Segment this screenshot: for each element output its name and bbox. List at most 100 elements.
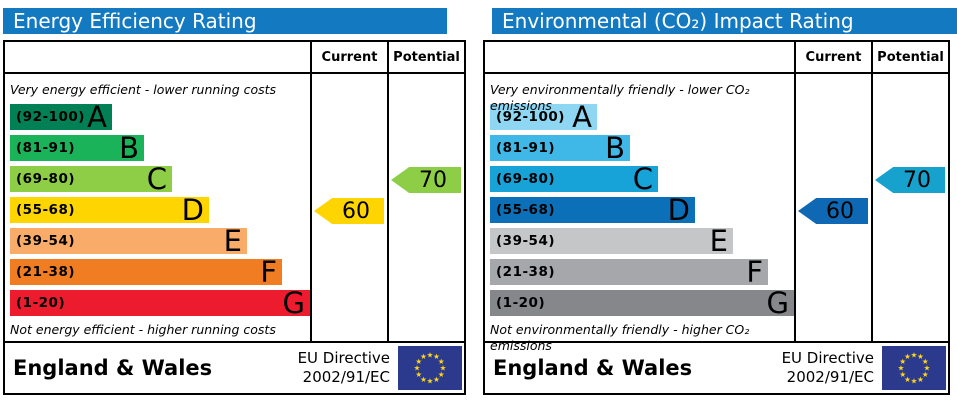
band-g: (1-20) G (10, 286, 310, 320)
svg-text:★: ★ (414, 364, 421, 373)
potential-column: 70 (871, 74, 948, 341)
potential-rating-arrow: 70 (391, 167, 461, 193)
band-f: (21-38) F (490, 255, 768, 289)
current-rating-value: 60 (342, 198, 370, 224)
potential-rating-arrow: 70 (875, 167, 945, 193)
band-range-label: (55-68) (496, 202, 556, 218)
svg-text:★: ★ (427, 377, 434, 386)
svg-text:★: ★ (427, 351, 434, 360)
band-e: (39-54) E (490, 227, 733, 256)
column-header-row: Current Potential (5, 42, 464, 74)
svg-text:★: ★ (899, 357, 906, 366)
svg-text:★: ★ (420, 375, 427, 384)
rating-table-environmental: Current Potential Very environmentally f… (483, 40, 950, 353)
band-range-label: (81-91) (496, 140, 556, 156)
band-a: (92-100) A (490, 100, 597, 134)
svg-text:★: ★ (420, 352, 427, 361)
band-f: (21-38) F (10, 255, 282, 289)
band-letter: D (667, 193, 690, 227)
panel-title-energy: Energy Efficiency Rating (3, 8, 447, 34)
svg-text:★: ★ (911, 351, 918, 360)
svg-text:★: ★ (911, 377, 918, 386)
band-range-label: (92-100) (16, 109, 85, 125)
current-column-header: Current (794, 42, 871, 72)
svg-text:★: ★ (924, 364, 931, 373)
band-range-label: (39-54) (16, 233, 76, 249)
band-d: (55-68) D (490, 193, 695, 227)
svg-text:★: ★ (904, 352, 911, 361)
band-range-label: (81-91) (16, 140, 76, 156)
svg-text:★: ★ (922, 370, 929, 379)
svg-text:★: ★ (904, 375, 911, 384)
top-note: Very energy efficient - lower running co… (10, 82, 277, 97)
band-c: (69-80) C (490, 162, 658, 196)
eu-flag-icon: ★ ★ ★ ★ ★ ★ ★ ★ ★ ★ ★ ★ (398, 346, 462, 390)
svg-text:★: ★ (917, 352, 924, 361)
svg-text:★: ★ (433, 352, 440, 361)
band-range-label: (1-20) (496, 295, 546, 311)
band-range-label: (69-80) (16, 171, 76, 187)
eu-directive-label: EU Directive 2002/91/EC (781, 349, 874, 386)
potential-column-header: Potential (871, 42, 948, 72)
rating-body: Very energy efficient - lower running co… (5, 74, 464, 341)
region-label: England & Wales (493, 356, 693, 380)
region-label: England & Wales (13, 356, 213, 380)
svg-text:★: ★ (440, 364, 447, 373)
potential-column-header: Potential (387, 42, 464, 72)
svg-text:★: ★ (433, 375, 440, 384)
rating-bands: (92-100) A (81-91) B (69-80) C (55-68) D (39-54)… (490, 100, 794, 318)
current-rating-arrow: 60 (798, 198, 868, 224)
rating-body: Very environmentally friendly - lower CO… (485, 74, 948, 353)
band-range-label: (55-68) (16, 202, 76, 218)
current-rating-arrow: 60 (314, 198, 384, 224)
bands-area: Very energy efficient - lower running co… (5, 74, 310, 341)
panel-footer: England & Wales EU Directive 2002/91/EC … (3, 343, 466, 395)
band-letter: E (223, 224, 242, 258)
header-spacer (5, 42, 310, 72)
eu-directive-label: EU Directive 2002/91/EC (297, 349, 390, 386)
potential-rating-value: 70 (419, 167, 447, 193)
band-letter: G (282, 286, 305, 320)
band-letter: D (181, 193, 204, 227)
potential-column: 70 (387, 74, 464, 341)
band-letter: C (632, 162, 653, 196)
current-column: 60 (310, 74, 387, 341)
svg-text:★: ★ (415, 370, 422, 379)
band-letter: F (746, 255, 763, 289)
band-d: (55-68) D (10, 193, 209, 227)
svg-text:★: ★ (438, 357, 445, 366)
band-letter: B (605, 131, 625, 165)
current-column-header: Current (310, 42, 387, 72)
eu-flag-icon: ★ ★ ★ ★ ★ ★ ★ ★ ★ ★ ★ ★ (882, 346, 946, 390)
band-letter: A (87, 100, 107, 134)
band-range-label: (39-54) (496, 233, 556, 249)
band-letter: A (572, 100, 592, 134)
top-note: Very environmentally friendly - lower CO… (490, 82, 750, 113)
band-range-label: (1-20) (16, 295, 66, 311)
panel-title-environmental: Environmental (CO₂) Impact Rating (492, 8, 957, 34)
band-range-label: (21-38) (496, 264, 556, 280)
svg-text:★: ★ (438, 370, 445, 379)
svg-text:★: ★ (415, 357, 422, 366)
bottom-note: Not environmentally friendly - higher CO… (490, 322, 750, 353)
svg-text:★: ★ (898, 364, 905, 373)
bottom-note: Not energy efficient - higher running co… (10, 322, 276, 337)
band-range-label: (21-38) (16, 264, 76, 280)
band-a: (92-100) A (10, 100, 112, 134)
svg-text:★: ★ (922, 357, 929, 366)
environmental-co2-impact-rating-panel: Environmental (CO₂) Impact Rating Curren… (483, 8, 957, 395)
band-letter: F (260, 255, 277, 289)
band-letter: B (119, 131, 139, 165)
potential-rating-value: 70 (903, 167, 931, 193)
band-g: (1-20) G (490, 289, 794, 318)
energy-efficiency-rating-panel: Energy Efficiency Rating Current Potenti… (3, 8, 466, 395)
band-letter: C (146, 162, 167, 196)
header-spacer (485, 42, 794, 72)
current-rating-value: 60 (826, 198, 854, 224)
column-header-row: Current Potential (485, 42, 948, 74)
band-b: (81-91) B (10, 131, 144, 165)
rating-table-energy: Current Potential Very energy efficient … (3, 40, 466, 343)
rating-bands: (92-100) A (81-91) B (69-80) C (55-68) D (39-54)… (10, 100, 310, 320)
band-range-label: (92-100) (496, 109, 565, 125)
